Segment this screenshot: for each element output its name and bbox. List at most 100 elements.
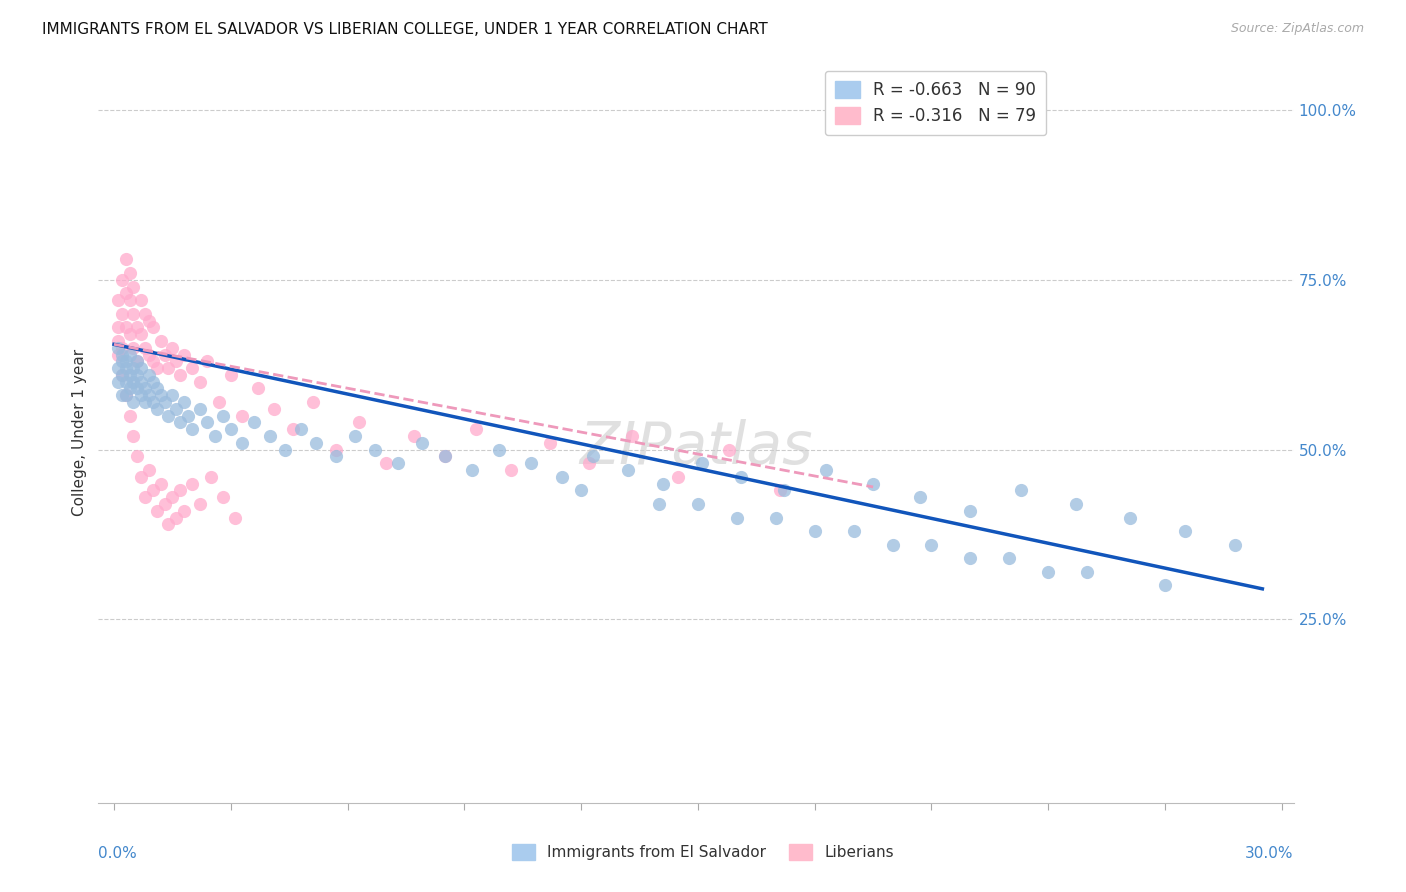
Point [908,490,931,504]
Point [197,354,219,368]
Point [118,293,141,308]
Point [862,476,884,491]
Point [325,442,347,457]
Point [433,450,456,464]
Point [169,368,191,382]
Point [146,401,169,416]
Point [138,347,160,361]
Point [402,429,425,443]
Point [134,382,156,396]
Point [499,463,522,477]
Point [142,483,165,498]
Point [212,409,235,423]
Point [157,361,180,376]
Point [127,368,149,382]
Point [259,429,281,443]
Point [668,469,690,483]
Point [617,463,640,477]
Point [1076,565,1098,579]
Y-axis label: College, Under 1 year: College, Under 1 year [72,349,87,516]
Point [114,388,136,402]
Point [149,476,172,491]
Point [157,517,180,532]
Point [127,354,149,368]
Point [488,442,510,457]
Point [138,463,160,477]
Point [134,307,156,321]
Point [122,341,145,355]
Legend: R = -0.663   N = 90, R = -0.316   N = 79: R = -0.663 N = 90, R = -0.316 N = 79 [825,70,1046,136]
Point [180,361,202,376]
Point [686,497,709,511]
Point [461,463,484,477]
Point [1010,483,1032,498]
Point [364,442,387,457]
Point [157,409,180,423]
Point [142,354,165,368]
Point [146,361,169,376]
Point [107,347,129,361]
Point [162,388,184,402]
Point [344,429,367,443]
Point [243,416,266,430]
Point [519,456,541,470]
Point [118,382,141,396]
Point [127,320,149,334]
Point [180,476,202,491]
Point [263,401,285,416]
Point [690,456,713,470]
Point [1119,510,1142,524]
Point [730,469,752,483]
Point [165,510,187,524]
Point [433,450,456,464]
Point [118,368,141,382]
Point [188,375,211,389]
Point [111,341,134,355]
Point [114,286,136,301]
Point [142,395,165,409]
Point [1038,565,1060,579]
Point [111,307,134,321]
Point [162,341,184,355]
Point [107,361,129,376]
Point [107,320,129,334]
Point [815,463,838,477]
Point [180,422,202,436]
Point [153,347,176,361]
Point [107,293,129,308]
Point [162,490,184,504]
Point [188,497,211,511]
Point [1154,578,1177,592]
Point [153,497,176,511]
Point [114,354,136,368]
Point [197,416,219,430]
Point [274,442,297,457]
Point [138,368,160,382]
Text: IMMIGRANTS FROM EL SALVADOR VS LIBERIAN COLLEGE, UNDER 1 YEAR CORRELATION CHART: IMMIGRANTS FROM EL SALVADOR VS LIBERIAN … [42,22,768,37]
Point [169,416,191,430]
Point [153,395,176,409]
Point [648,497,671,511]
Point [165,401,187,416]
Point [146,504,169,518]
Point [208,395,231,409]
Text: 30.0%: 30.0% [1246,847,1294,862]
Point [169,483,191,498]
Point [375,456,398,470]
Point [122,429,145,443]
Point [149,388,172,402]
Point [114,252,136,267]
Point [107,375,129,389]
Point [111,388,134,402]
Point [129,293,152,308]
Point [349,416,371,430]
Point [122,395,145,409]
Point [200,469,222,483]
Point [219,422,242,436]
Point [582,450,605,464]
Legend: Immigrants from El Salvador, Liberians: Immigrants from El Salvador, Liberians [506,838,900,866]
Point [114,320,136,334]
Point [651,476,673,491]
Point [772,483,794,498]
Point [921,538,943,552]
